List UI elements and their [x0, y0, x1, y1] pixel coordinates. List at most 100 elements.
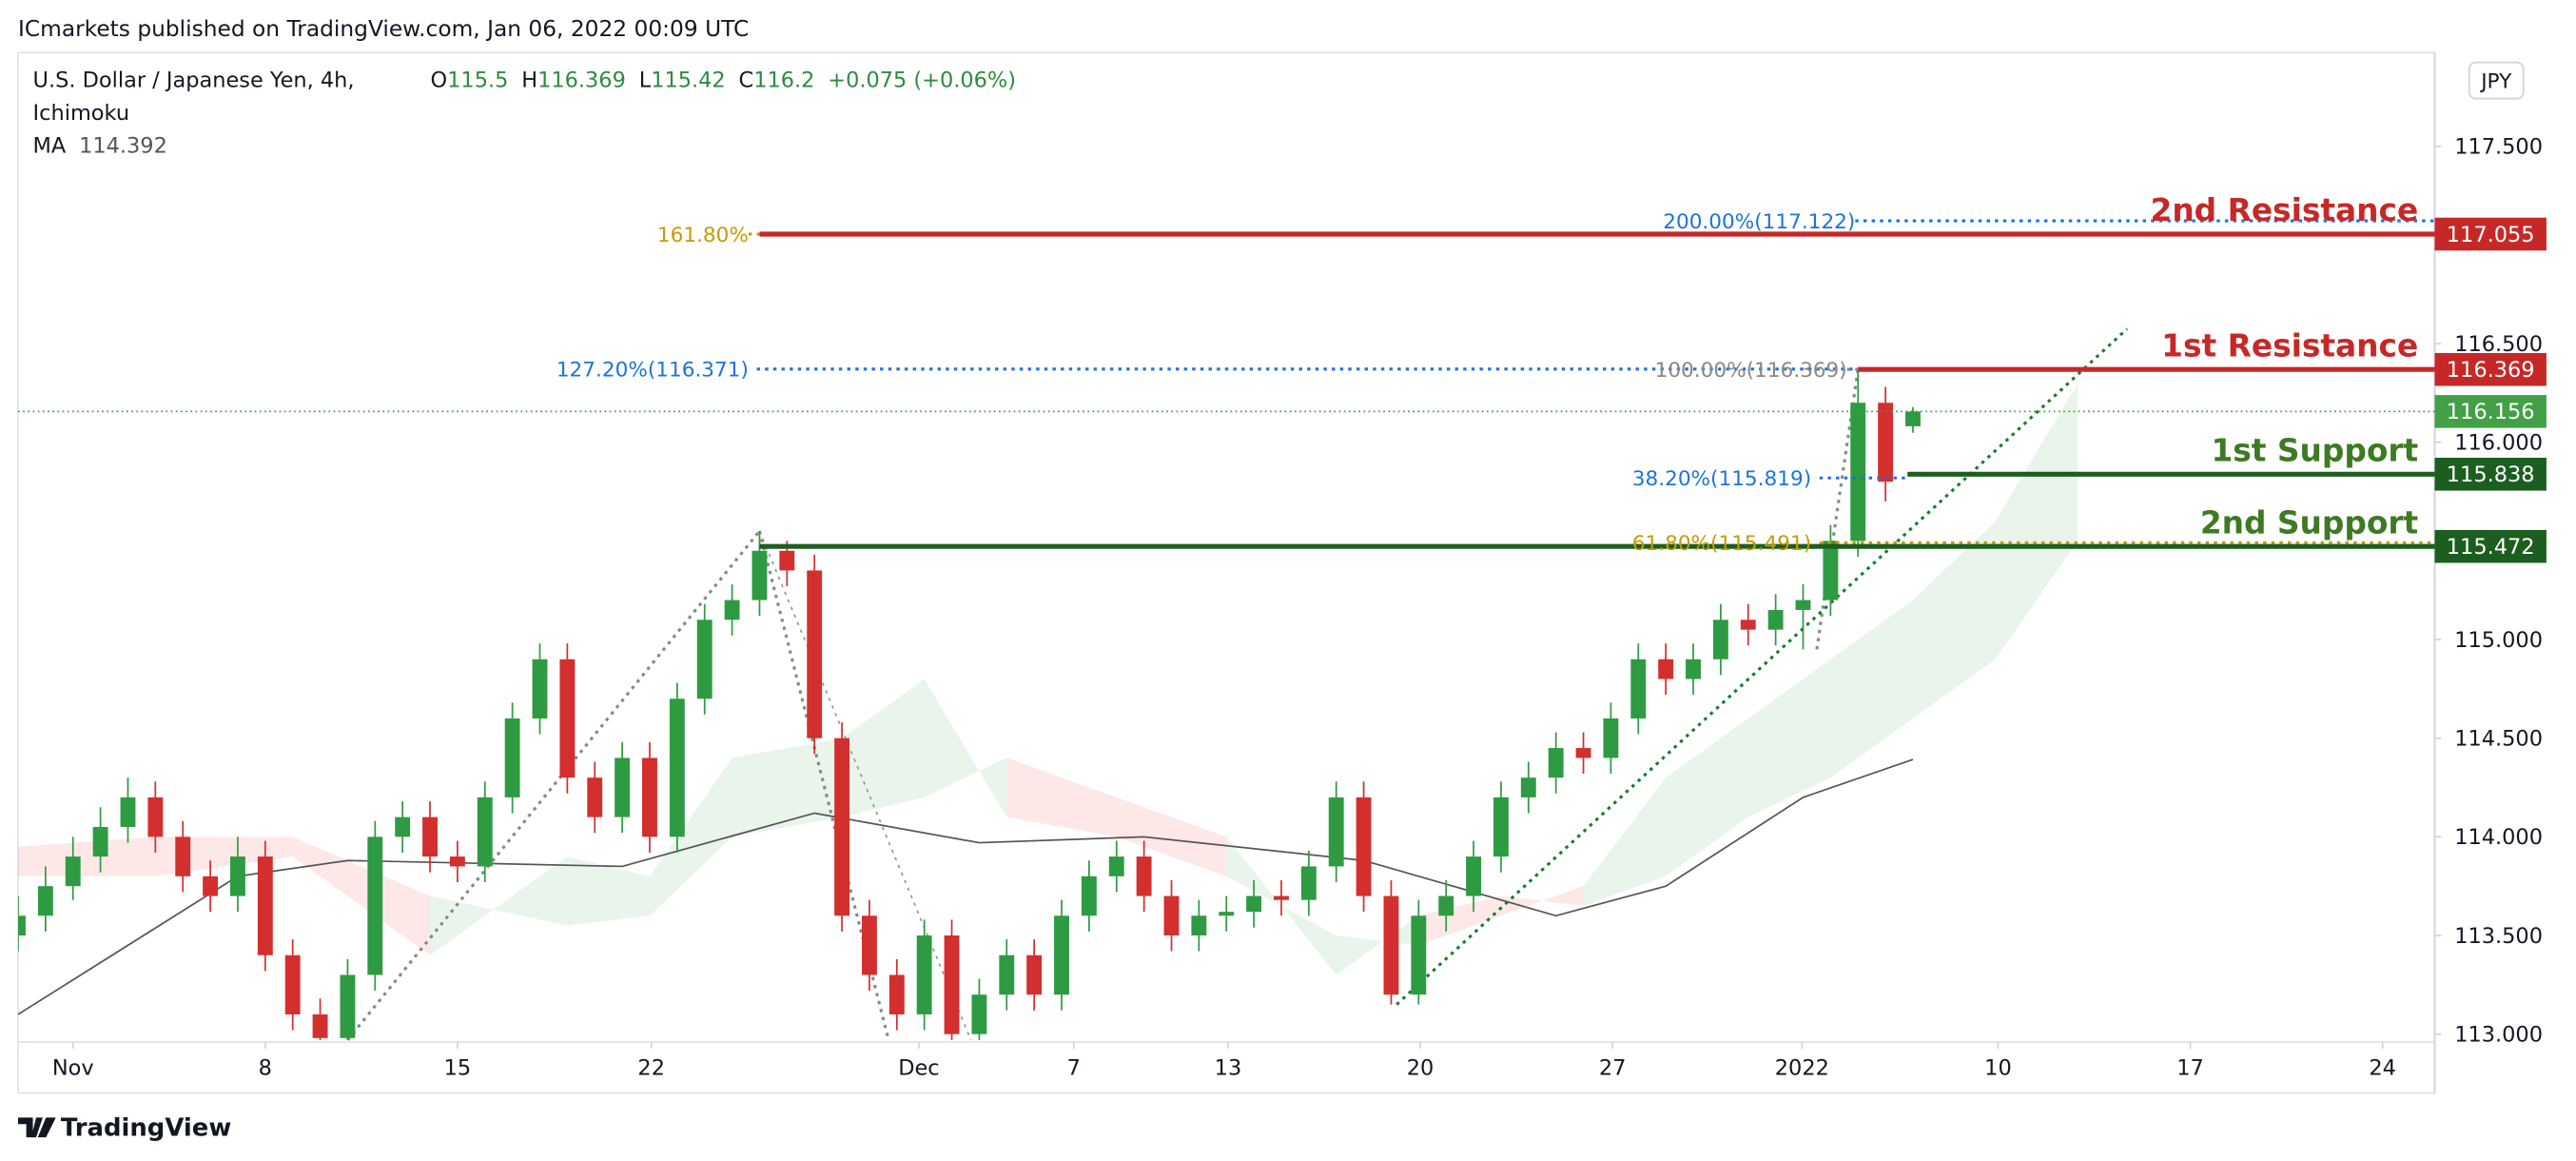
x-tick-label: 7 [1067, 1055, 1081, 1080]
candle-body [203, 876, 219, 896]
y-tick-label: 115.000 [2454, 628, 2543, 653]
trendline [346, 530, 761, 1041]
ohlc-label: C [739, 69, 754, 93]
overlay: 117.500 116.500 116.000 115.000 114.500 114.0… [52, 135, 2547, 1080]
candle-body [147, 797, 164, 837]
fib-label: 161.80% [657, 224, 749, 247]
x-tick-label: 10 [1984, 1055, 2012, 1080]
level-price-box [2434, 352, 2547, 386]
x-tick-label: 20 [1407, 1055, 1434, 1080]
candle-body [1300, 866, 1317, 900]
candle-body [1850, 403, 1866, 541]
ichimoku-cloud [1583, 777, 1667, 906]
y-tick-label: 116.000 [2454, 430, 2543, 455]
ohlc-label: H [521, 69, 537, 93]
level-label: 1st Support [2211, 432, 2418, 468]
candle-body [1767, 609, 1784, 630]
candle-body [1274, 895, 1289, 900]
candle-body [1438, 895, 1454, 916]
ichimoku-cloud [292, 836, 431, 955]
ichimoku-cloud [842, 679, 925, 817]
ichimoku-cloud [430, 856, 568, 955]
candle-body [999, 954, 1015, 995]
x-tick-label: 27 [1599, 1055, 1627, 1080]
ohlc-label: O [430, 69, 447, 93]
x-tick-label: 17 [2176, 1055, 2204, 1080]
candle-body [916, 935, 932, 1014]
candle-body [65, 856, 81, 887]
ichimoku-cloud [1995, 383, 2078, 659]
ohlc-value: 116.2 [753, 69, 814, 93]
ichimoku-cloud [567, 856, 650, 926]
brand-logo [17, 1117, 56, 1138]
candle-body [1740, 620, 1756, 630]
candle-body [230, 856, 245, 896]
level-price-box [2434, 458, 2547, 491]
candle-body [1493, 797, 1509, 857]
candle-body [257, 856, 273, 955]
ohlc: O115.5 H116.369 L115.42 C116.2 +0.075 (+0.06… [430, 69, 1016, 93]
ohlc-value: 115.42 [651, 69, 726, 93]
currency[interactable]: JPY [2479, 69, 2512, 93]
candle-body [696, 620, 712, 699]
ohlc-label: L [639, 69, 652, 93]
ichimoku-cloud [1830, 600, 1913, 778]
candle-body [669, 699, 685, 837]
ichimoku-cloud [17, 836, 156, 876]
ichimoku-cloud [1747, 659, 1831, 817]
level-price-box [2434, 529, 2547, 563]
x-tick-label: 22 [637, 1055, 665, 1080]
candle-body [1795, 600, 1811, 610]
candle-body [312, 1013, 328, 1038]
plot-area [17, 219, 2435, 1041]
moving-average [17, 758, 1914, 1015]
level-label: 2nd Support [2200, 504, 2418, 541]
ma-legend: MA 114.392 [33, 134, 167, 159]
x-tick-label: 15 [444, 1055, 472, 1080]
candle-body [37, 886, 53, 916]
candle-body [449, 856, 465, 867]
level-price-box [2434, 217, 2547, 251]
candle-body [1630, 659, 1647, 718]
fib-label: 38.20%(115.819) [1632, 467, 1811, 491]
candle-body [861, 915, 877, 975]
candle-body [1356, 797, 1372, 896]
last-price-box [2434, 395, 2547, 428]
candle-body [587, 777, 603, 817]
indicator: Ichimoku [33, 101, 130, 126]
candle-body [1905, 411, 1921, 426]
last-price: 116.156 [2447, 400, 2535, 424]
candle-body [1466, 856, 1481, 896]
candle-body [1658, 659, 1674, 679]
candle-body [284, 954, 301, 1014]
candle-body [944, 935, 960, 1034]
ichimoku-cloud [1006, 758, 1117, 837]
x-tick-label: 8 [259, 1055, 272, 1080]
level-price: 115.838 [2447, 462, 2535, 487]
y-tick-label: 114.500 [2454, 726, 2543, 751]
y-tick-label: 114.000 [2454, 825, 2543, 850]
candle-body [422, 817, 438, 857]
x-tick-label: Nov [52, 1055, 94, 1080]
x-tick-label: 13 [1215, 1055, 1242, 1080]
ichimoku-cloud [1666, 718, 1748, 876]
candle-body [615, 758, 631, 817]
candle-body [1246, 895, 1262, 913]
candle-body [1191, 915, 1207, 936]
fib-label: 100.00%(116.369) [1655, 359, 1847, 383]
trendline [1815, 368, 1860, 650]
candle-body [1136, 856, 1152, 896]
ichimoku-cloud [1116, 797, 1227, 876]
currency-box[interactable] [2468, 61, 2525, 100]
candle-body [120, 797, 136, 827]
candle-body [1163, 895, 1180, 936]
candle-body [1575, 748, 1591, 758]
x-tick-label: Dec [898, 1055, 939, 1080]
ma-value: 114.392 [79, 134, 167, 159]
candle-body [559, 659, 576, 778]
candle-body [724, 600, 740, 620]
candle-body [779, 550, 795, 571]
x-tick-label: 2022 [1775, 1055, 1829, 1080]
publisher: ICmarkets published on TradingView.com, … [18, 16, 749, 42]
